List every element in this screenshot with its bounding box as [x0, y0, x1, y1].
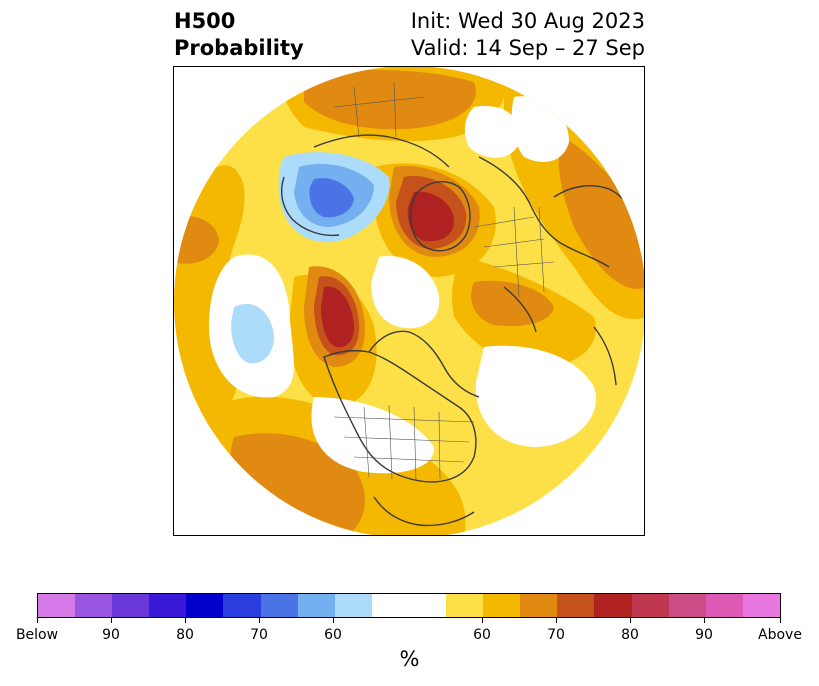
map-panel: [173, 66, 645, 536]
colorbar-tick: [111, 618, 112, 623]
colorbar-tick: [630, 618, 631, 623]
colorbar-tick-label: 80: [176, 627, 194, 643]
colorbar-segment: [631, 594, 669, 617]
colorbar-tick-label: Below: [15, 627, 59, 643]
colorbar-segment: [260, 594, 298, 617]
init-date: Init: Wed 30 Aug 2023: [410, 9, 645, 33]
colorbar-segment: [38, 594, 76, 617]
neutral-region-kara: [464, 106, 520, 158]
map-title: H500 Probability: [174, 8, 304, 62]
colorbar-tick-label: 70: [547, 627, 565, 643]
colorbar-tick: [259, 618, 260, 623]
probability-map: [174, 67, 644, 535]
colorbar-tick: [556, 618, 557, 623]
colorbar-segment: [371, 594, 409, 617]
colorbar-tick: [333, 618, 334, 623]
colorbar-tick-label: Above: [758, 627, 802, 643]
political-borders: [333, 81, 555, 482]
valid-range: Valid: 14 Sep – 27 Sep: [410, 36, 645, 60]
colorbar-unit-label: %: [399, 647, 420, 671]
below-region-mid-alaska: [309, 178, 354, 218]
coastlines: [280, 134, 640, 527]
colorbar-tick: [482, 618, 483, 623]
colorbar-tick: [780, 618, 781, 623]
contour-orange-siberia: [304, 70, 476, 130]
colorbar-segment: [668, 594, 706, 617]
colorbar-tick-label: 90: [102, 627, 120, 643]
title-line-1: H500: [174, 9, 236, 33]
colorbar-tick: [37, 618, 38, 623]
colorbar-segment: [483, 594, 521, 617]
neutral-region-usa: [311, 397, 435, 474]
colorbar-segment: [742, 594, 780, 617]
colorbar-segment: [75, 594, 113, 617]
colorbar-tick: [185, 618, 186, 623]
colorbar-segment: [297, 594, 335, 617]
colorbar-segment: [705, 594, 743, 617]
colorbar-segment: [149, 594, 187, 617]
colorbar-tick: [704, 618, 705, 623]
colorbar-tick-label: 60: [473, 627, 491, 643]
contour-orange-europe: [558, 137, 644, 289]
title-line-2: Probability: [174, 36, 304, 60]
colorbar-segment: [557, 594, 595, 617]
globe-disc: [174, 67, 644, 535]
colorbar-tick-label: 70: [250, 627, 268, 643]
neutral-region-greenland: [371, 256, 440, 329]
contour-red-canada: [321, 286, 355, 348]
neutral-region-atlantic: [475, 345, 596, 447]
forecast-dates: Init: Wed 30 Aug 2023 Valid: 14 Sep – 27…: [411, 8, 645, 62]
colorbar-tick-label: 90: [695, 627, 713, 643]
colorbar-ticks: Below 90 80 70 60 60 70 80 90 Above: [16, 618, 802, 648]
colorbar-segment: [520, 594, 558, 617]
colorbar-segment: [112, 594, 150, 617]
colorbar-tick-label: 60: [324, 627, 342, 643]
contour-red-arctic: [407, 191, 455, 242]
colorbar-tick-label: 80: [621, 627, 639, 643]
colorbar-segment: [446, 594, 484, 617]
colorbar-segment: [334, 594, 372, 617]
below-region-pale-pacific: [231, 303, 274, 364]
colorbar-segment: [186, 594, 224, 617]
colorbar-segment: [223, 594, 261, 617]
colorbar: [37, 593, 781, 618]
colorbar-segment: [408, 594, 447, 617]
contour-orange-atlantic: [470, 280, 554, 327]
colorbar-segment: [594, 594, 632, 617]
